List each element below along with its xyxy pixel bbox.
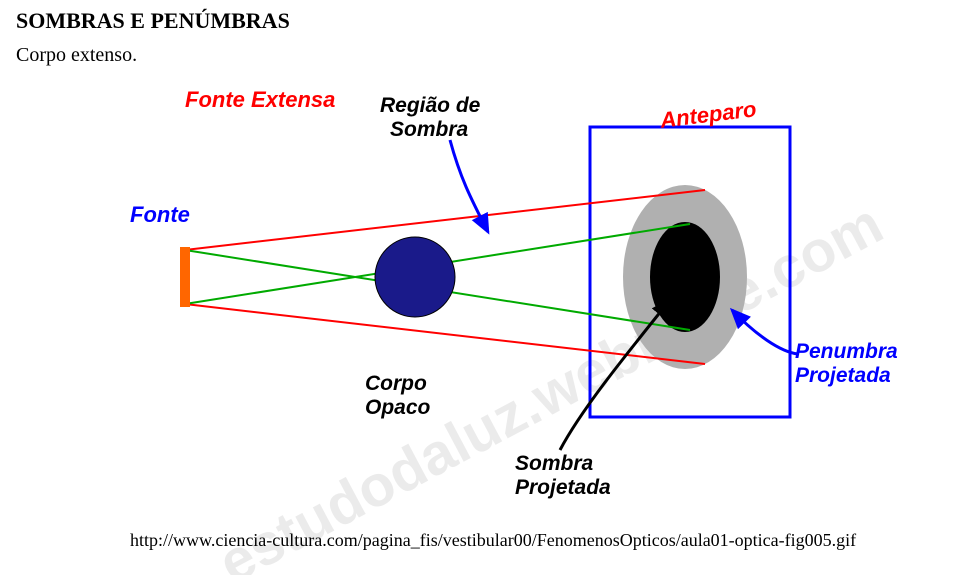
page-root: SOMBRAS E PENÚMBRAS Corpo extenso. estud… [0, 0, 959, 575]
label-sombra_proj_l2: Projetada [515, 476, 611, 500]
label-regiao_sombra_l1: Região de [380, 94, 480, 118]
label-regiao_sombra_l2: Sombra [390, 118, 468, 142]
page-title: SOMBRAS E PENÚMBRAS [16, 8, 290, 34]
label-penumbra_l1: Penumbra [795, 340, 898, 364]
label-fonte: Fonte [130, 202, 190, 228]
label-corpo_opaco_l2: Opaco [365, 396, 430, 420]
label-penumbra_l2: Projetada [795, 364, 891, 388]
diagram-svg [130, 82, 930, 512]
optics-diagram: Fonte ExtensaRegião deSombraAnteparoFont… [130, 82, 930, 512]
label-sombra_proj_l1: Sombra [515, 452, 593, 476]
source-url: http://www.ciencia-cultura.com/pagina_fi… [130, 530, 856, 551]
label-corpo_opaco_l1: Corpo [365, 372, 427, 396]
label-fonte_extensa: Fonte Extensa [185, 87, 335, 113]
page-subtitle: Corpo extenso. [16, 44, 137, 67]
